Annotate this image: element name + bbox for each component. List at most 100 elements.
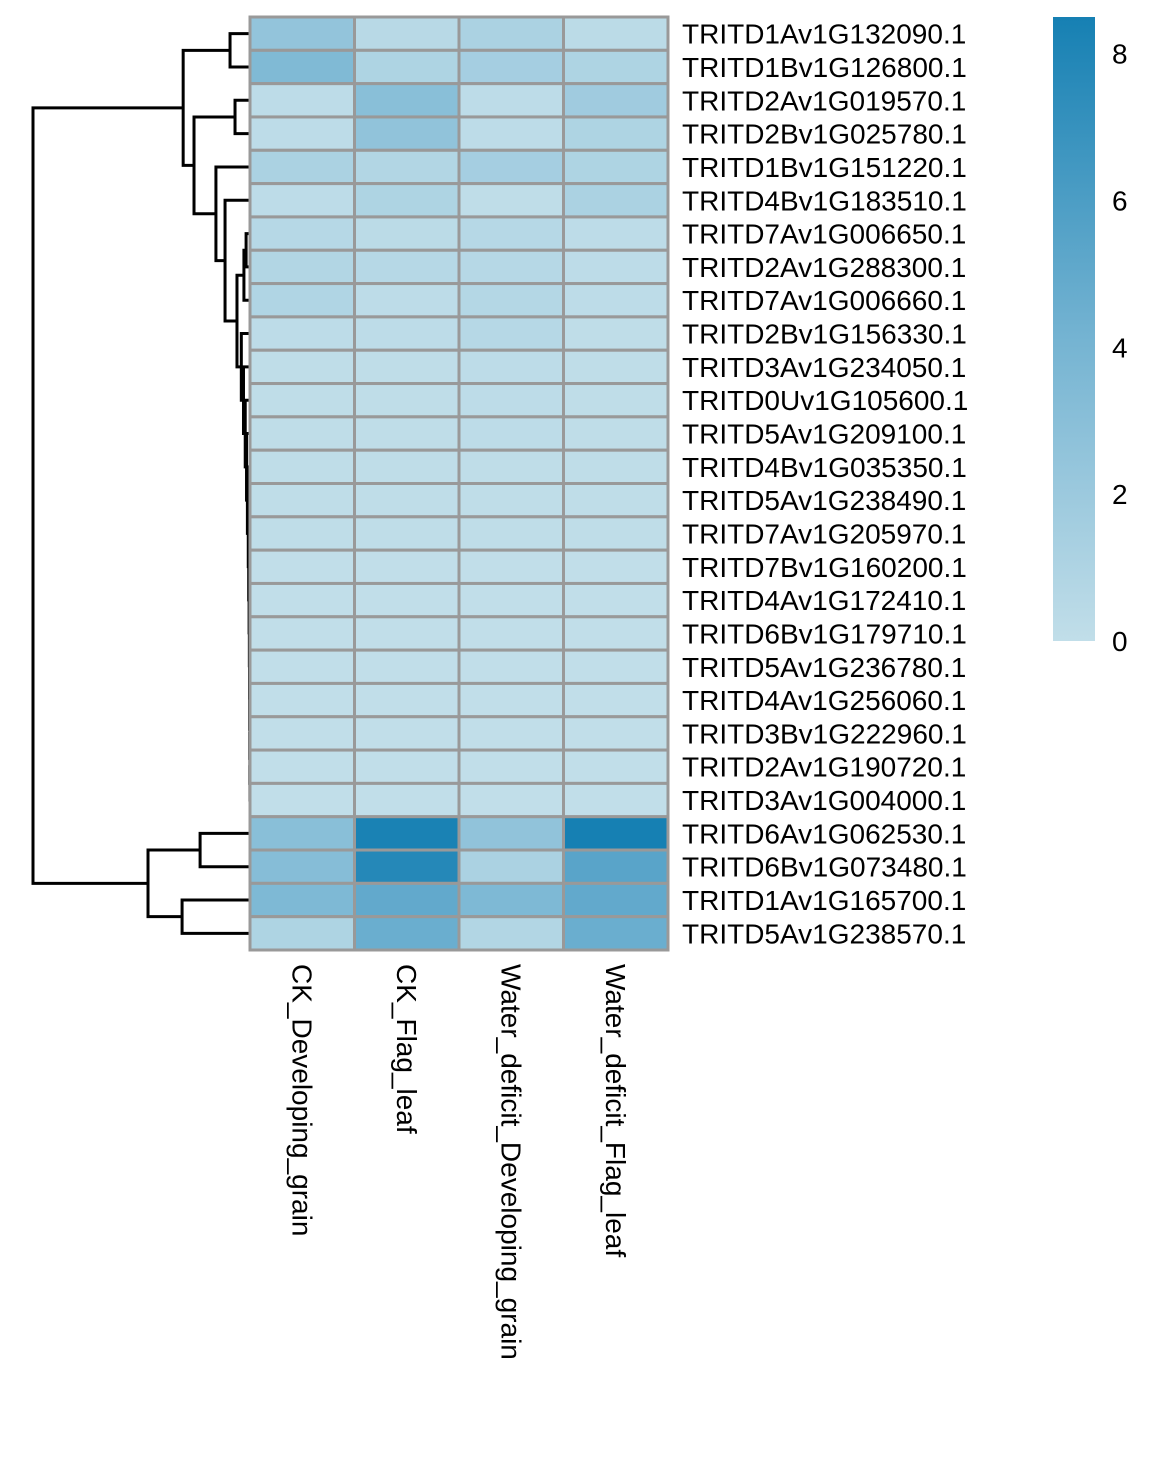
heatmap-cell [562,482,670,519]
heatmap-cell [562,448,670,485]
heatmap-cell [248,748,356,785]
legend-tick-label: 2 [1112,479,1128,510]
heatmap-cell [457,848,565,885]
heatmap-cell [353,815,461,852]
legend-tick-label: 4 [1112,332,1128,363]
row-label: TRITD3Bv1G222960.1 [682,718,967,749]
heatmap-cell [248,82,356,119]
heatmap-cell [457,248,565,286]
column-label: CK_Flag_leaf [391,964,422,1134]
heatmap-cell [457,48,565,86]
heatmap-cell [248,815,356,852]
heatmap-cell [248,548,356,585]
row-label: TRITD2Bv1G156330.1 [682,319,967,350]
row-label: TRITD5Av1G238570.1 [682,918,966,949]
row-label: TRITD2Av1G288300.1 [682,252,966,283]
heatmap-cell [457,448,565,485]
heatmap-cell [457,15,565,52]
heatmap-cell [248,715,356,752]
row-label: TRITD5Av1G209100.1 [682,419,966,450]
row-dendrogram [31,32,252,935]
row-label: TRITD1Bv1G126800.1 [682,52,967,83]
row-label: TRITD1Av1G132090.1 [682,19,966,50]
heatmap-cell [562,748,670,785]
heatmap-cell [457,681,565,719]
heatmap-cell [457,615,565,652]
heatmap-cell [353,615,461,652]
heatmap-cell [248,215,356,252]
heatmap-cell [562,615,670,652]
heatmap-cell [353,915,461,952]
heatmap-cell [353,215,461,252]
heatmap-cell [248,248,356,286]
heatmap-cell [353,348,461,386]
heatmap-cell [562,215,670,252]
heatmap-cell [248,315,356,352]
heatmap-cell [248,848,356,885]
row-label: TRITD7Av1G006650.1 [682,219,966,250]
row-label: TRITD4Av1G256060.1 [682,685,966,716]
heatmap-cell [562,515,670,552]
column-labels: CK_Developing_grain CK_Flag_leaf Water_def… [286,964,631,1360]
heatmap-cell [562,415,670,452]
column-label: Water_deficit_Flag_leaf [600,964,631,1257]
heatmap-cell [353,781,461,819]
heatmap-cell [457,315,565,352]
heatmap-cell [562,82,670,119]
heatmap-cell [353,881,461,919]
dendrogram-branch [181,48,231,167]
heatmap-cell [353,148,461,186]
heatmap-cell [248,615,356,652]
heatmap-cell [457,581,565,619]
heatmap-cell [562,382,670,419]
row-label: TRITD7Bv1G160200.1 [682,552,967,583]
heatmap-cell [562,648,670,685]
heatmap-cell [562,282,670,319]
heatmap-cell [353,315,461,352]
heatmap-cell [562,781,670,819]
heatmap-cell [248,415,356,452]
row-label: TRITD6Av1G062530.1 [682,818,966,849]
heatmap-cell [248,581,356,619]
dendrogram-branch [146,848,201,919]
heatmap-cell [353,248,461,286]
heatmap-cell [457,715,565,752]
row-label: TRITD6Bv1G179710.1 [682,618,967,649]
heatmap-cell [248,482,356,519]
heatmap-cell [248,515,356,552]
legend-tick-label: 6 [1112,186,1128,217]
heatmap-cell [562,148,670,186]
dendrogram-branch [198,831,250,869]
heatmap-cell [562,182,670,219]
heatmap-cell [248,282,356,319]
heatmap-cell [248,448,356,485]
heatmap-cell [248,182,356,219]
heatmap-cell [457,282,565,319]
heatmap-cell [457,748,565,785]
heatmap-cell [248,648,356,685]
row-label: TRITD3Av1G234050.1 [682,352,966,383]
heatmap-cell [562,915,670,952]
legend-tick-label: 8 [1112,39,1128,70]
heatmap-cell [353,681,461,719]
heatmap-cell [457,115,565,152]
heatmap-cell [457,648,565,685]
heatmap-cell [457,148,565,186]
dendrogram-branch [233,98,250,136]
row-label: TRITD2Av1G190720.1 [682,752,966,783]
heatmap-cell [562,48,670,86]
row-label: TRITD1Av1G165700.1 [682,885,966,916]
row-label: TRITD4Bv1G035350.1 [682,452,967,483]
heatmap-cell [562,681,670,719]
heatmap-cell [353,48,461,86]
heatmap-cell [248,915,356,952]
heatmap-cell [248,681,356,719]
heatmap-cells [248,15,670,952]
row-label: TRITD5Av1G238490.1 [682,485,966,516]
heatmap-cell [248,382,356,419]
heatmap-cell [457,182,565,219]
dendrogram-branch [180,898,250,935]
heatmap-cell [353,82,461,119]
